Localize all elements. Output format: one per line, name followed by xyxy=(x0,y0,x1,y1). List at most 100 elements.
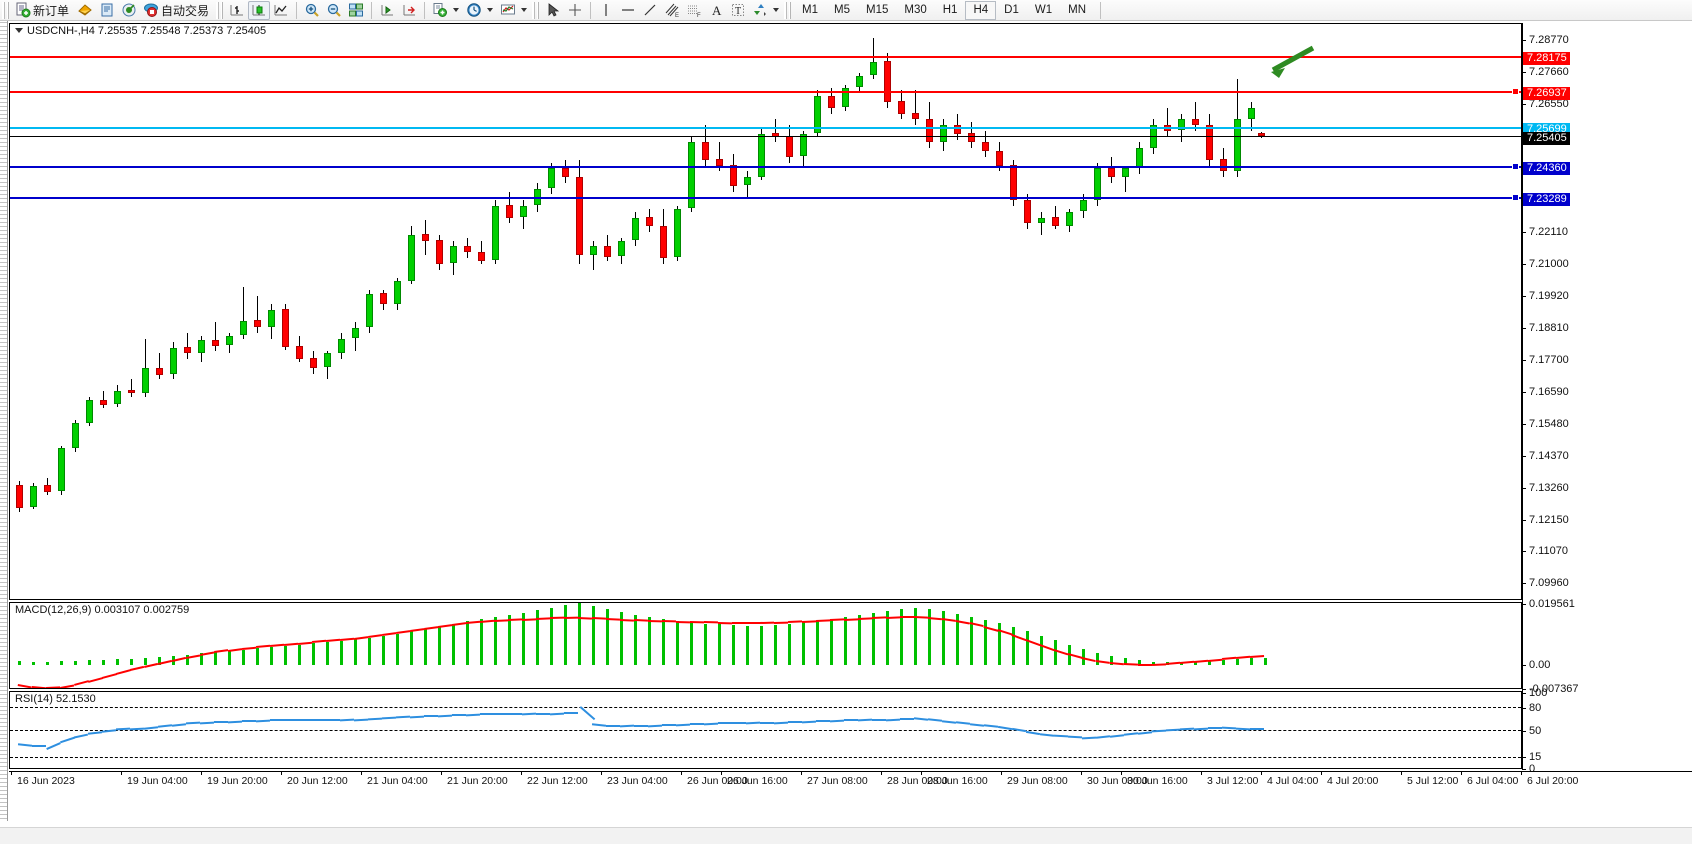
bar-chart-button[interactable] xyxy=(226,1,248,20)
timeframe-d1[interactable]: D1 xyxy=(1004,4,1019,16)
price-label-support-1[interactable]: 7.24360 xyxy=(1523,161,1570,175)
periods-button[interactable] xyxy=(463,1,485,20)
zoom-out-button[interactable] xyxy=(323,1,345,20)
candle-body-bearish xyxy=(282,309,289,348)
collapse-triangle-icon[interactable] xyxy=(15,28,23,33)
toolbar-grip-4[interactable] xyxy=(784,1,792,19)
macd-histogram-bar xyxy=(130,658,133,665)
candle xyxy=(296,24,303,599)
level-line-bid-price[interactable] xyxy=(10,127,1521,130)
macd-histogram-bar xyxy=(452,623,455,665)
candle-body-bearish xyxy=(786,136,793,157)
macd-pane[interactable]: MACD(12,26,9) 0.003107 0.002759 xyxy=(9,602,1522,689)
level-line-resistance-2[interactable] xyxy=(10,91,1521,94)
arrows-button[interactable] xyxy=(749,1,771,20)
text-label-button[interactable]: T xyxy=(727,1,749,20)
toolbar-grip-3[interactable] xyxy=(532,1,540,19)
timeframe-m1[interactable]: M1 xyxy=(802,4,819,16)
text-button[interactable]: A xyxy=(705,1,727,20)
timeframe-h4[interactable]: H4 xyxy=(965,0,997,20)
level-line-ask-price[interactable] xyxy=(10,135,1521,137)
time-axis[interactable]: 16 Jun 2023 19 Jun 04:00 19 Jun 20:00 20 Ju… xyxy=(9,771,1692,791)
rsi-line-segment xyxy=(690,723,704,726)
candle-body-bullish xyxy=(842,87,849,108)
trendline-button[interactable] xyxy=(639,1,661,20)
macd-signal-segment xyxy=(284,642,299,646)
candle-body-bullish xyxy=(30,486,37,508)
crosshair-button[interactable] xyxy=(564,1,586,20)
time-label: 16 Jun 2023 xyxy=(17,775,75,787)
candle xyxy=(912,24,919,599)
indicators-button[interactable] xyxy=(429,1,451,20)
candle xyxy=(142,24,149,599)
level-anchor-support-1[interactable] xyxy=(1512,162,1519,170)
macd-tick: -0.007367 xyxy=(1522,683,1579,695)
level-line-resistance-1[interactable] xyxy=(10,55,1521,58)
data-window-button[interactable] xyxy=(96,1,118,20)
arrows-dropdown-caret[interactable] xyxy=(773,8,780,12)
timeframe-m30[interactable]: M30 xyxy=(904,4,927,16)
tile-windows-button[interactable] xyxy=(345,1,367,20)
equidistant-channel-button[interactable]: E xyxy=(661,1,683,20)
rsi-line-segment xyxy=(424,714,438,717)
tick-label: 0.00 xyxy=(1529,659,1551,672)
autotrading-button[interactable]: 自动交易 xyxy=(140,1,214,20)
chart-vertical-grip[interactable] xyxy=(0,21,8,821)
price-label-ask-price[interactable]: 7.25405 xyxy=(1523,131,1570,145)
candle xyxy=(86,24,93,599)
shift-end-button[interactable] xyxy=(376,1,398,20)
zoom-in-button[interactable] xyxy=(301,1,323,20)
templates-dropdown-caret[interactable] xyxy=(521,8,528,12)
bar-chart-icon xyxy=(229,2,245,18)
toolbar-separator-1 xyxy=(296,1,298,19)
price-label-resistance-2[interactable]: 7.26937 xyxy=(1523,87,1570,101)
indicators-dropdown-caret[interactable] xyxy=(453,8,460,12)
timeframe-m5[interactable]: M5 xyxy=(834,4,850,16)
new-order-button[interactable]: 新订单 xyxy=(12,1,74,20)
timeframe-m15[interactable]: M15 xyxy=(866,4,889,16)
price-axis[interactable]: 7.287707.276607.265507.254407.243307.232… xyxy=(1522,23,1692,774)
line-chart-button[interactable] xyxy=(270,1,292,20)
expert-advisors-button[interactable] xyxy=(74,1,96,20)
auto-scroll-button[interactable] xyxy=(398,1,420,20)
time-tick xyxy=(921,771,922,775)
macd-histogram-bar xyxy=(74,660,77,665)
navigator-button[interactable] xyxy=(118,1,140,20)
rsi-line-segment xyxy=(955,721,971,726)
tick-dash xyxy=(1522,603,1526,605)
price-pane[interactable]: USDCNH-,H4 7.25535 7.25548 7.25373 7.254… xyxy=(9,23,1522,600)
level-line-support-1[interactable] xyxy=(10,165,1521,168)
macd-signal-segment xyxy=(340,637,355,641)
timeframe-h1[interactable]: H1 xyxy=(942,4,958,16)
price-tick: 7.12150 xyxy=(1522,515,1569,527)
horizontal-line-button[interactable] xyxy=(617,1,639,20)
tick-label: 7.27660 xyxy=(1529,65,1569,78)
vertical-line-button[interactable] xyxy=(595,1,617,20)
level-anchor-support-2[interactable] xyxy=(1512,193,1519,201)
tick-label: 7.21000 xyxy=(1529,258,1569,271)
macd-histogram-bar xyxy=(270,647,273,665)
macd-signal-segment xyxy=(242,646,257,650)
templates-button[interactable] xyxy=(497,1,519,20)
candle xyxy=(800,24,807,599)
rsi-line-segment xyxy=(1208,726,1222,729)
timeframe-mn[interactable]: MN xyxy=(1068,4,1086,16)
price-label-resistance-1[interactable]: 7.28175 xyxy=(1523,51,1570,65)
rsi-plot xyxy=(10,692,1521,768)
macd-histogram-bar xyxy=(18,660,21,665)
rsi-pane[interactable]: RSI(14) 52.1530 xyxy=(9,691,1522,769)
periods-dropdown-caret[interactable] xyxy=(487,8,494,12)
level-anchor-resistance-2[interactable] xyxy=(1512,88,1519,96)
toolbar-grip[interactable] xyxy=(2,1,9,19)
candlestick-chart-button[interactable] xyxy=(248,0,271,20)
candle-body-bullish xyxy=(492,206,499,261)
toolbar-grip-2[interactable] xyxy=(216,1,224,19)
tick-label: -0.007367 xyxy=(1529,682,1579,695)
time-tick xyxy=(601,771,602,775)
green-down-left-arrow[interactable] xyxy=(1255,44,1325,84)
cursor-button[interactable] xyxy=(542,1,564,20)
level-line-support-2[interactable] xyxy=(10,196,1521,199)
fibonacci-button[interactable]: F xyxy=(683,1,705,20)
price-label-support-2[interactable]: 7.23289 xyxy=(1523,192,1570,206)
timeframe-w1[interactable]: W1 xyxy=(1034,4,1053,16)
